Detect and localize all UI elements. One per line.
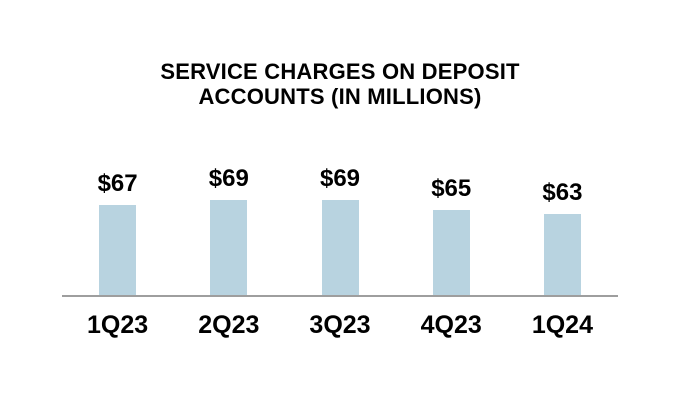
bar bbox=[321, 200, 359, 296]
x-axis-labels: 1Q23 2Q23 3Q23 4Q23 1Q24 bbox=[62, 312, 618, 338]
bar-group: $65 bbox=[396, 150, 507, 296]
bar bbox=[432, 210, 470, 296]
bar-value-label: $63 bbox=[542, 179, 583, 206]
bar-group: $69 bbox=[284, 150, 395, 296]
bar-group: $67 bbox=[62, 150, 173, 296]
bar bbox=[99, 205, 137, 296]
chart-title: SERVICE CHARGES ON DEPOSIT ACCOUNTS (IN … bbox=[160, 59, 520, 109]
bar bbox=[543, 214, 581, 296]
x-axis-tick-label: 1Q24 bbox=[531, 311, 593, 339]
plot-area: $67 $69 $69 $65 $63 bbox=[62, 150, 618, 296]
x-axis-line bbox=[62, 295, 618, 297]
bar-value-label: $65 bbox=[431, 175, 472, 202]
x-axis-tick-label: 4Q23 bbox=[420, 311, 482, 339]
x-axis-tick-label: 3Q23 bbox=[309, 311, 371, 339]
x-axis-tick-label: 1Q23 bbox=[87, 311, 149, 339]
x-axis-tick-label: 2Q23 bbox=[198, 311, 260, 339]
bar-group: $63 bbox=[507, 150, 618, 296]
bar-value-label: $67 bbox=[97, 170, 138, 197]
bar-group: $69 bbox=[173, 150, 284, 296]
bar bbox=[210, 200, 248, 296]
bar-value-label: $69 bbox=[208, 165, 249, 192]
bar-value-label: $69 bbox=[319, 165, 361, 192]
